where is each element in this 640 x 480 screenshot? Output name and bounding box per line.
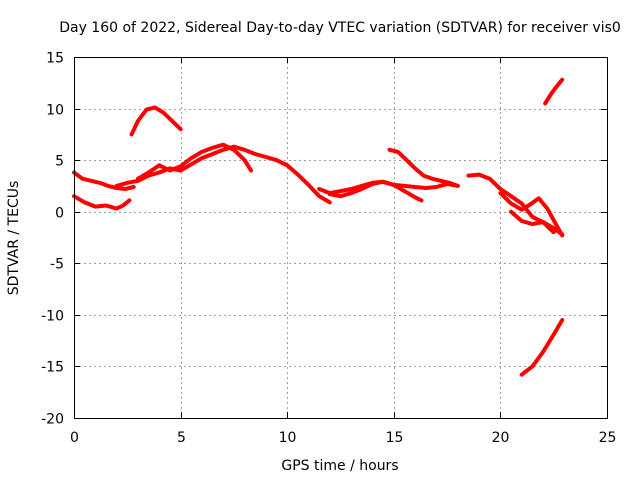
series-arc-b	[72, 194, 132, 211]
plot-frame	[74, 57, 608, 419]
x-tick-label: 15	[386, 430, 404, 446]
x-tick-label: 25	[599, 430, 617, 446]
series-arc-j	[498, 191, 565, 238]
series-arc-l	[543, 77, 565, 106]
series-arc-g	[327, 179, 424, 203]
series-arc-d	[114, 144, 332, 205]
y-tick-label: 10	[46, 103, 64, 119]
y-axis-label: SDTVAR / TECUs	[6, 181, 22, 296]
y-tick-label: -5	[50, 257, 64, 273]
x-axis-label: GPS time / hours	[281, 458, 398, 474]
y-tick-label: -10	[41, 309, 64, 325]
chart-title: Day 160 of 2022, Sidereal Day-to-day VTE…	[59, 20, 621, 36]
series-arc-c	[129, 105, 183, 137]
x-tick-label: 0	[70, 430, 79, 446]
x-tick-label: 10	[279, 430, 297, 446]
series-arc-h	[387, 147, 460, 188]
series-arc-k	[509, 209, 556, 235]
y-tick-label: -20	[41, 412, 64, 428]
y-tick-label: -15	[41, 360, 64, 376]
series-layer	[72, 77, 565, 377]
tick-layer: 0 5 10 15 20 25 -20 -15 -10 -5 0 5 10 15	[41, 51, 616, 447]
x-tick-label: 20	[492, 430, 510, 446]
series-arc-m	[519, 318, 565, 377]
series-arc-e	[136, 142, 253, 181]
y-tick-label: 5	[55, 154, 64, 170]
y-tick-label: 15	[46, 51, 64, 67]
x-tick-label: 5	[177, 430, 186, 446]
series-arc-a	[72, 170, 136, 191]
grid-layer	[74, 57, 607, 418]
y-tick-label: 0	[55, 206, 64, 222]
